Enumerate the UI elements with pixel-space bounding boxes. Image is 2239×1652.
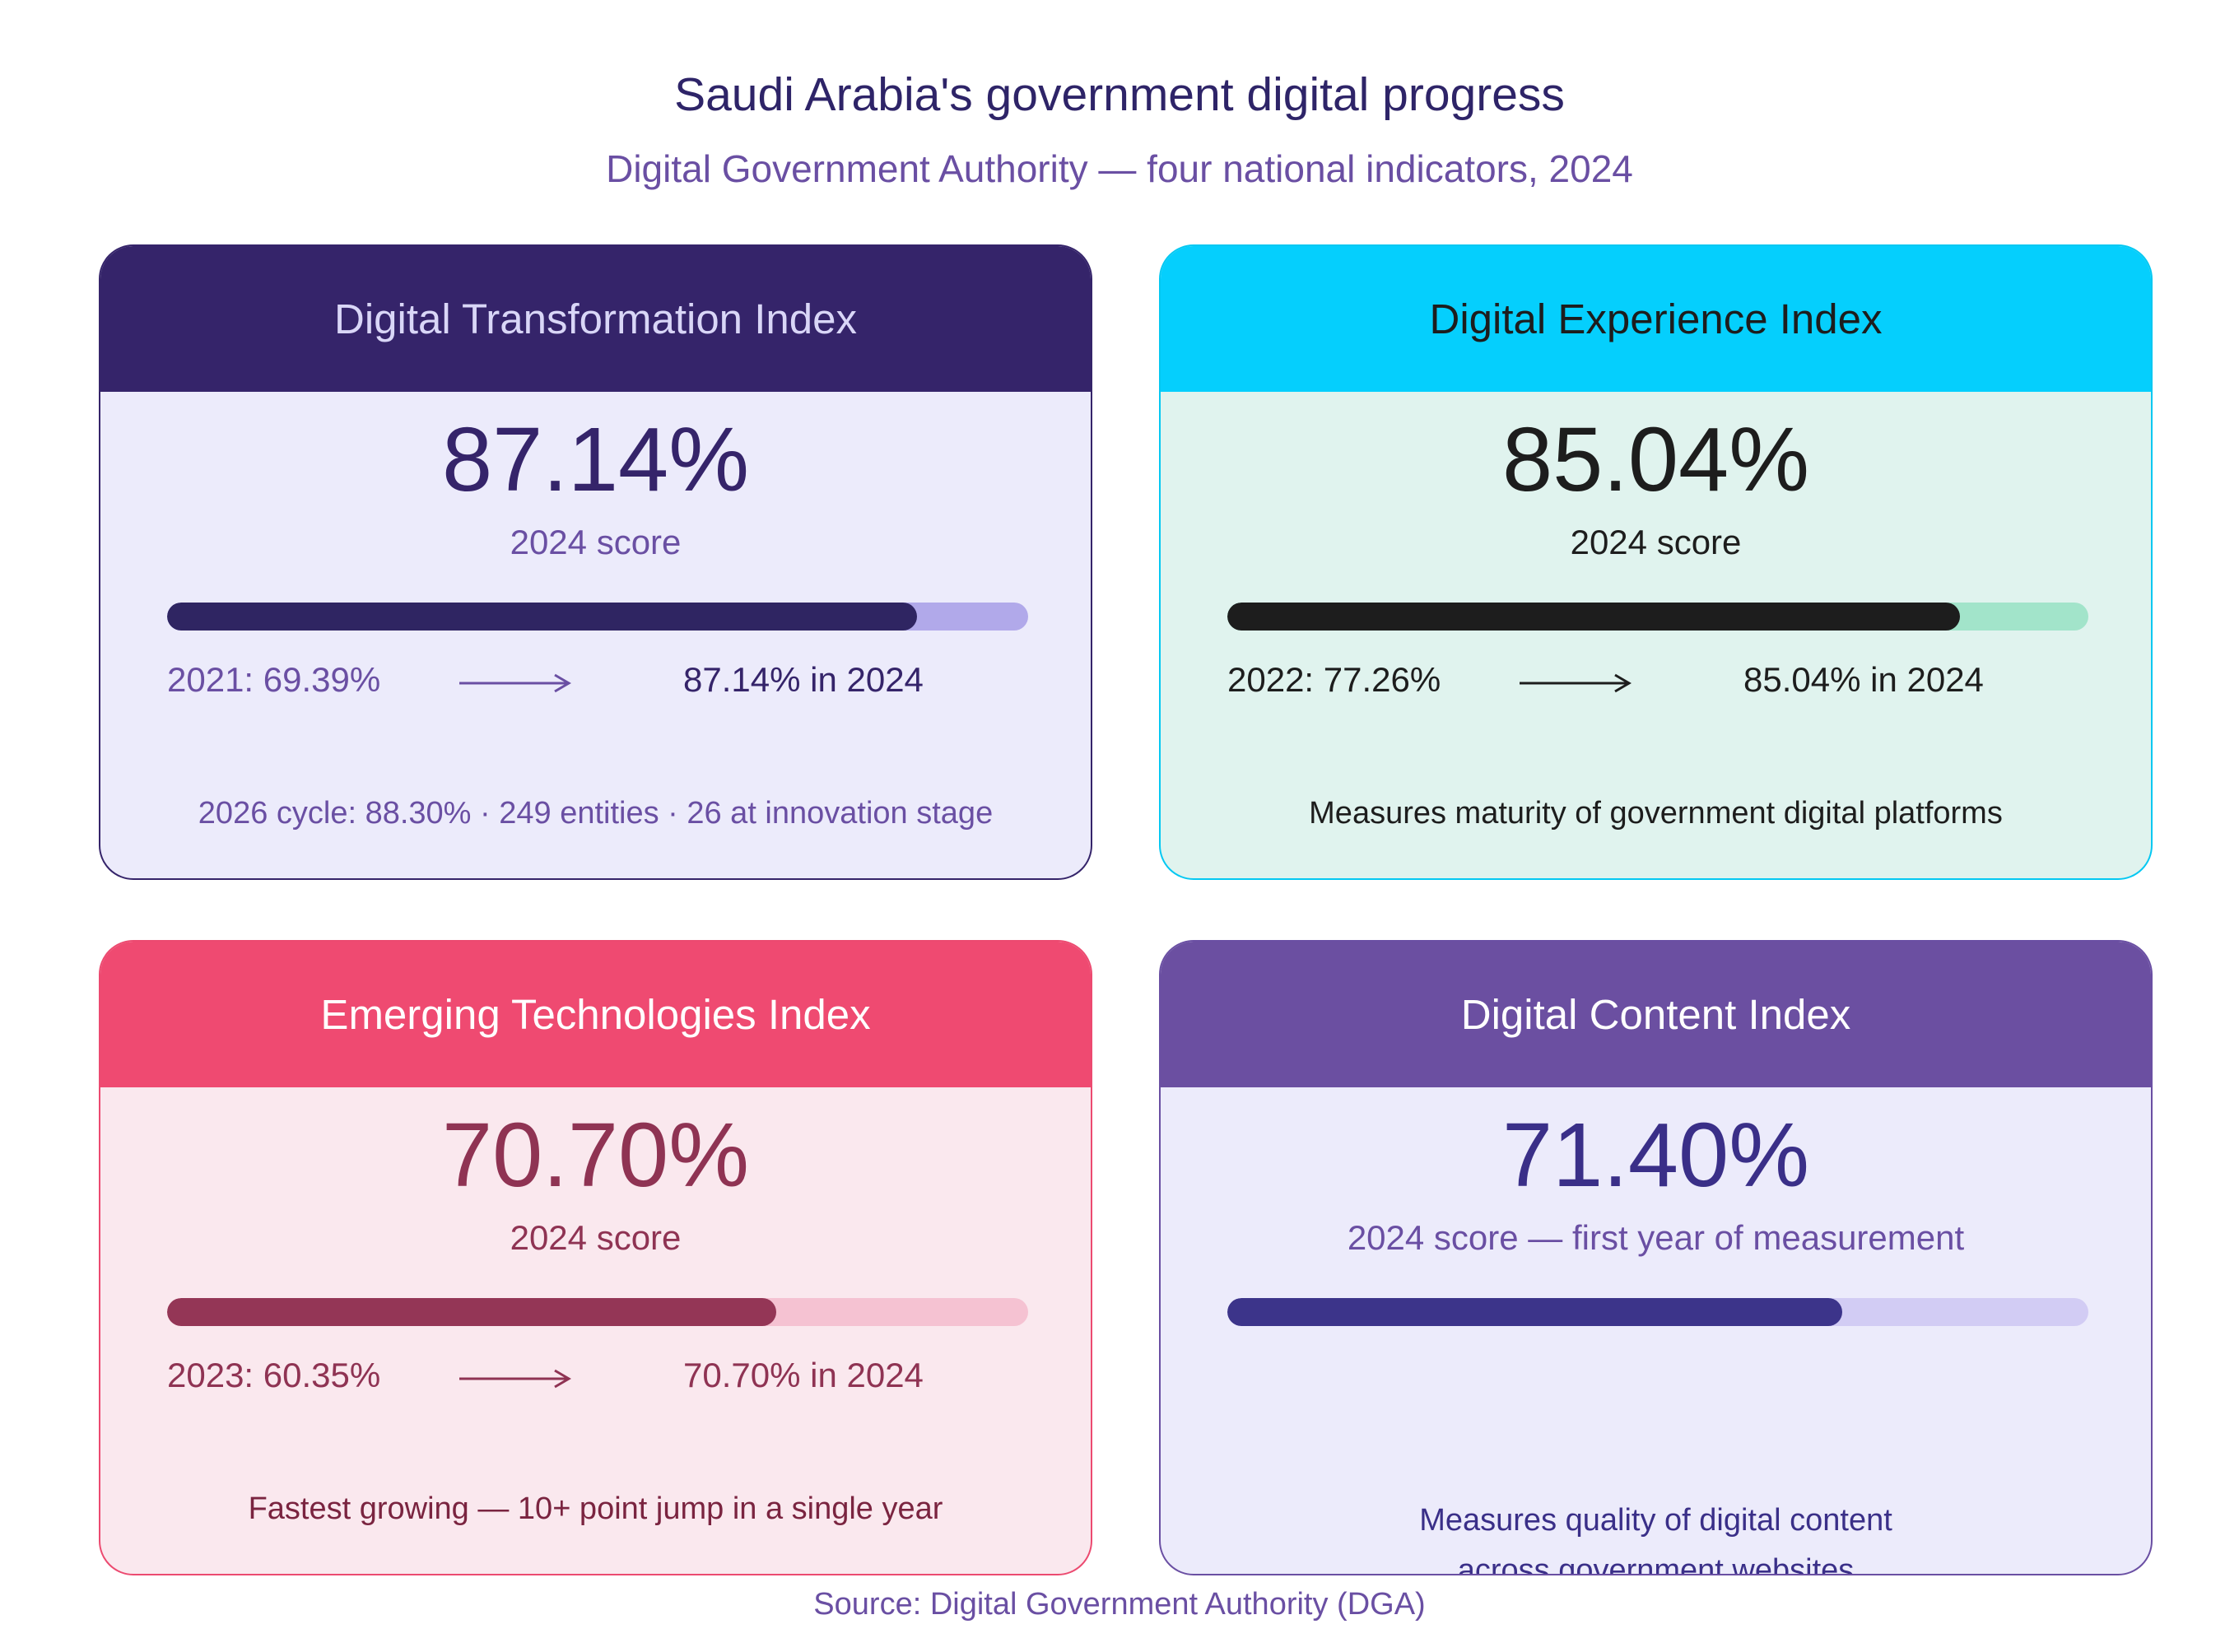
current-label: 87.14% in 2024 (683, 660, 924, 699)
card-digital-content-index: Digital Content Index 71.40% 2024 score … (1159, 940, 2153, 1575)
card-digital-experience-index: Digital Experience Index 85.04% 2024 sco… (1159, 244, 2153, 880)
source-note: Source: Digital Government Authority (DG… (813, 1587, 1426, 1622)
card-emerging-technologies-index: Emerging Technologies Index 70.70% 2024 … (99, 940, 1092, 1575)
progress-fill (167, 603, 918, 631)
baseline-label: 2023: 60.35% (167, 1356, 381, 1394)
card-note: Fastest growing — 10+ point jump in a si… (248, 1491, 943, 1526)
card-title: Digital Experience Index (1161, 246, 2151, 392)
card-title: Digital Content Index (1161, 942, 2151, 1087)
score-value: 87.14% (441, 409, 750, 510)
card-note: Measures maturity of government digital … (1309, 796, 2003, 831)
card-note-line: Measures quality of digital content (1419, 1503, 1892, 1538)
comparison-row: 2022: 77.26% 85.04% in 2024 (1227, 660, 2088, 710)
chart-subtitle: Digital Government Authority — four nati… (606, 147, 1633, 190)
baseline-label: 2022: 77.26% (1227, 660, 1441, 699)
arrow-right-icon (459, 673, 571, 693)
comparison-row: 2021: 69.39% 87.14% in 2024 (167, 660, 1028, 710)
progress-fill (1227, 1298, 1842, 1326)
score-value: 85.04% (1501, 409, 1810, 510)
progress-track (167, 603, 1028, 631)
card-note: Measures quality of digital content acro… (1177, 1496, 2134, 1575)
card-note: 2026 cycle: 88.30% · 249 entities · 26 a… (198, 796, 994, 831)
score-caption: 2024 score (510, 1218, 682, 1257)
progress-fill (1227, 603, 1960, 631)
progress-track (1227, 1298, 2088, 1326)
chart-title: Saudi Arabia's government digital progre… (674, 68, 1565, 121)
comparison-row: 2023: 60.35% 70.70% in 2024 (167, 1356, 1028, 1405)
progress-track (1227, 603, 2088, 631)
score-caption: 2024 score (1570, 523, 1742, 561)
arrow-right-icon (459, 1369, 571, 1389)
arrow-right-icon (1520, 673, 1632, 693)
card-title: Emerging Technologies Index (100, 942, 1091, 1087)
card-digital-transformation-index: Digital Transformation Index 87.14% 2024… (99, 244, 1092, 880)
progress-fill (167, 1298, 776, 1326)
score-caption: 2024 score (510, 523, 682, 561)
card-note-line: across government websites (1457, 1553, 1855, 1575)
baseline-label: 2021: 69.39% (167, 660, 381, 699)
score-value: 70.70% (441, 1105, 750, 1206)
card-title: Digital Transformation Index (100, 246, 1091, 392)
current-label: 85.04% in 2024 (1743, 660, 1984, 699)
score-caption: 2024 score — first year of measurement (1347, 1218, 1965, 1257)
current-label: 70.70% in 2024 (683, 1356, 924, 1394)
score-value: 71.40% (1501, 1105, 1810, 1206)
progress-track (167, 1298, 1028, 1326)
